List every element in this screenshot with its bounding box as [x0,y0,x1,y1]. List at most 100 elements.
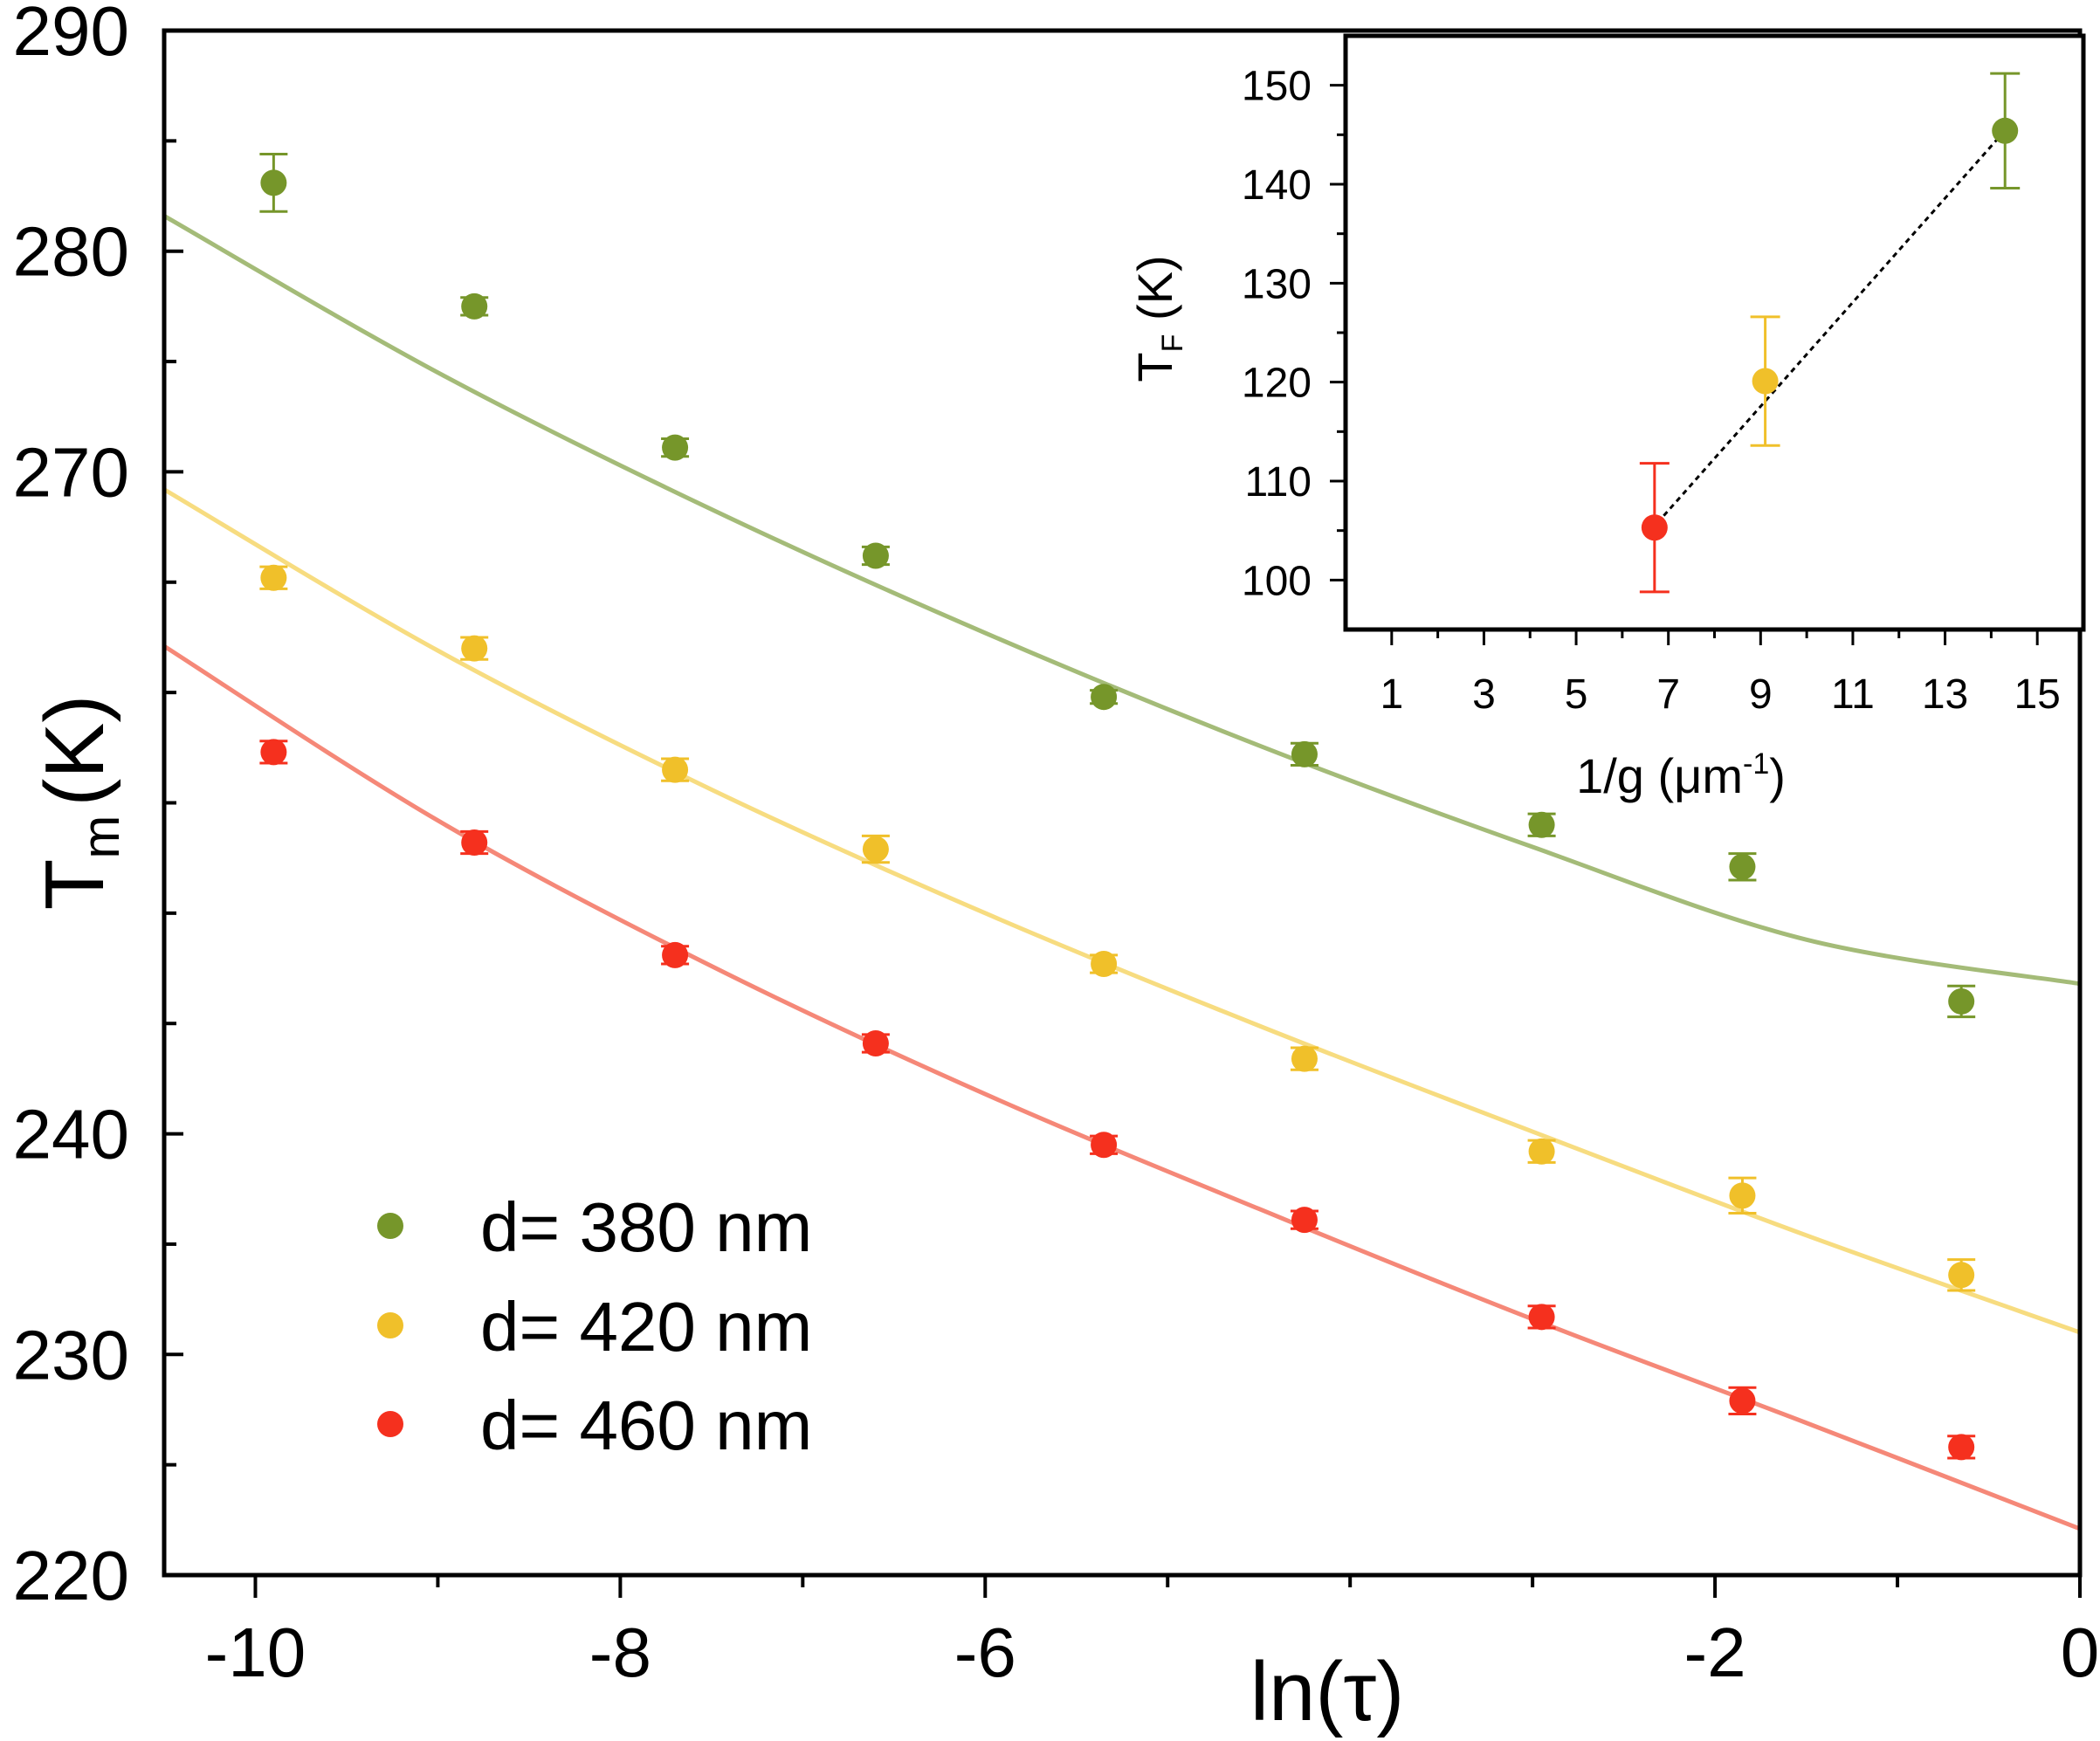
inset-x-tick-label: 15 [2014,671,2060,718]
x-tick-label: 0 [2061,1614,2100,1691]
data-point [1947,1258,1976,1292]
inset-data-point [1639,462,1670,594]
y-tick-label: 220 [13,1537,129,1614]
data-marker [260,564,287,591]
data-point [1290,740,1319,767]
data-point [460,292,489,320]
data-marker [1729,1387,1756,1414]
data-point [1728,852,1757,882]
data-point [1728,1176,1757,1215]
inset-x-axis-title: 1/g (μm-1) [1576,747,1786,803]
data-point [861,542,890,569]
data-marker [1948,1262,1975,1289]
y-axis-title: Tm(K) [28,695,130,911]
data-point [259,153,288,213]
data-marker [662,941,689,968]
data-marker [260,169,287,196]
y-tick-label: 270 [13,433,129,511]
inset-x-tick-label: 3 [1472,671,1496,718]
data-point [259,739,288,766]
data-marker [1948,1434,1975,1461]
legend-marker-380 [377,1213,403,1239]
y-tick-label: 240 [13,1096,129,1173]
inset-fit-line [1663,134,2002,517]
data-marker [862,836,889,863]
legend-marker-420 [377,1312,403,1338]
data-point [661,941,690,968]
data-marker [1291,1207,1318,1234]
y-tick-label: 290 [13,0,129,70]
data-point [259,564,288,591]
data-marker [461,635,488,662]
data-point [1090,684,1119,711]
inset-x-tick-label: 7 [1656,671,1680,718]
data-marker [461,292,488,320]
data-marker [1091,1132,1118,1159]
data-marker [662,434,689,461]
inset-y-tick-label: 110 [1244,459,1312,506]
data-point [861,1029,890,1056]
inset-y-tick-label: 120 [1242,361,1312,407]
data-marker [862,1029,889,1056]
main-data-points [259,153,1976,1461]
data-marker [1528,811,1555,838]
inset-x-tick-label: 11 [1831,671,1875,718]
data-point [1947,1434,1976,1461]
inset-y-tick-label: 100 [1242,558,1312,604]
main-tick-labels: -10 -8 -6 -2 0 220 230 240 270 280 290 [13,0,2100,1691]
data-point [1947,984,1976,1019]
data-point [1527,811,1556,838]
legend-item-460: d= 460 nm [377,1387,812,1464]
data-point [1527,1138,1556,1165]
data-marker [1729,1182,1756,1209]
fit-curve-2 [162,643,2081,1531]
inset-x-tick-label: 9 [1749,671,1773,718]
legend-item-420: d= 420 nm [377,1288,812,1366]
data-marker [662,756,689,783]
data-point [1290,1045,1319,1072]
inset-x-tick-label: 5 [1565,671,1588,718]
inset-y-tick-label: 140 [1242,162,1312,209]
legend-label-420: d= 420 nm [480,1288,812,1366]
data-marker [260,739,287,766]
main-axis-ticks [164,29,2082,1598]
data-marker [1948,987,1975,1015]
data-point [661,756,690,783]
inset-x-tick-label: 13 [1922,671,1968,718]
data-point [1090,1132,1119,1159]
data-marker [1091,684,1118,711]
inset-axis-ticks [1330,84,2039,645]
x-tick-label: -2 [1684,1614,1746,1691]
data-marker [862,542,889,569]
data-marker [1528,1138,1555,1165]
data-marker [1291,1045,1318,1072]
inset-data-marker [1641,514,1668,541]
main-plot: -10 -8 -6 -2 0 220 230 240 270 280 290 ln(τ) Tm(K)… [13,0,2100,1738]
inset-dotted-fit [1663,134,2002,517]
legend-item-380: d= 380 nm [377,1188,812,1266]
y-tick-label: 280 [13,213,129,291]
data-point [1728,1386,1757,1416]
legend: d= 380 nm d= 420 nm d= 460 nm [377,1188,812,1464]
x-tick-label: -8 [589,1614,651,1691]
inset-data-marker [1992,117,2019,144]
legend-label-380: d= 380 nm [480,1188,812,1266]
data-point [1527,1304,1556,1331]
data-marker [1729,853,1756,880]
data-point [1090,950,1119,977]
data-marker [1291,740,1318,767]
inset-y-axis-title: TF (K) [1127,255,1189,382]
inset-data-points [1639,72,2021,594]
inset-data-point [1750,315,1780,447]
data-marker [461,829,488,856]
inset-y-tick-label: 130 [1242,261,1312,307]
data-point [861,834,890,864]
inset-data-marker [1752,368,1779,395]
legend-marker-460 [377,1411,403,1437]
legend-label-460: d= 460 nm [480,1387,812,1464]
inset-y-tick-label: 150 [1242,64,1312,110]
inset-data-point [1990,72,2021,190]
